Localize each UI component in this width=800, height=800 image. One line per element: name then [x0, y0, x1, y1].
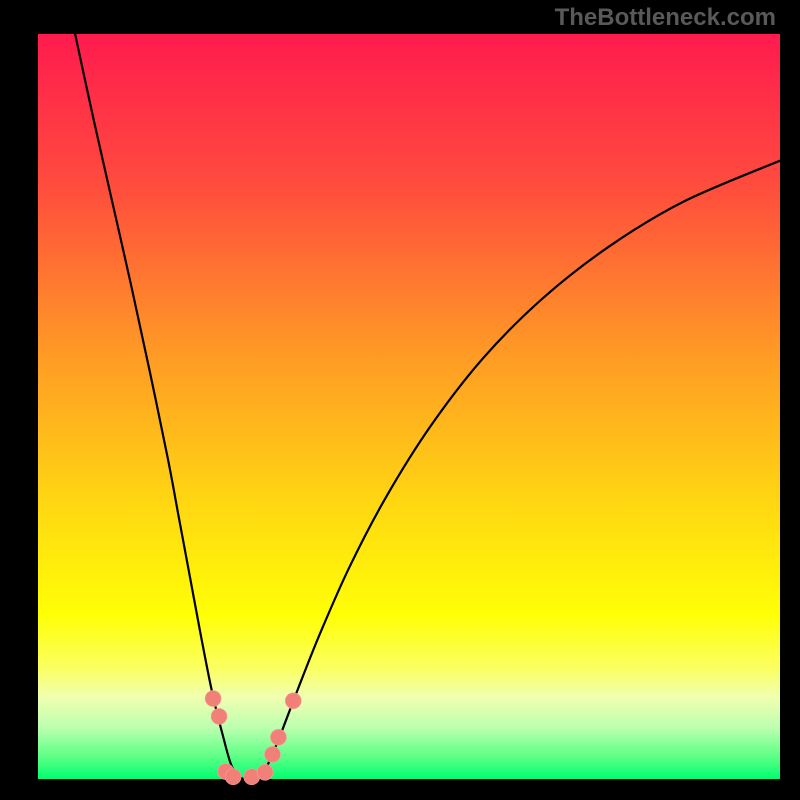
- data-marker: [225, 769, 241, 785]
- gradient-background: [38, 34, 780, 779]
- data-marker: [205, 691, 221, 707]
- bottleneck-plot: [0, 0, 800, 800]
- chart-frame: TheBottleneck.com: [0, 0, 800, 800]
- data-marker: [270, 729, 286, 745]
- data-marker: [211, 708, 227, 724]
- data-marker: [264, 746, 280, 762]
- data-marker: [257, 764, 273, 780]
- watermark-text: TheBottleneck.com: [555, 4, 776, 32]
- data-marker: [285, 693, 301, 709]
